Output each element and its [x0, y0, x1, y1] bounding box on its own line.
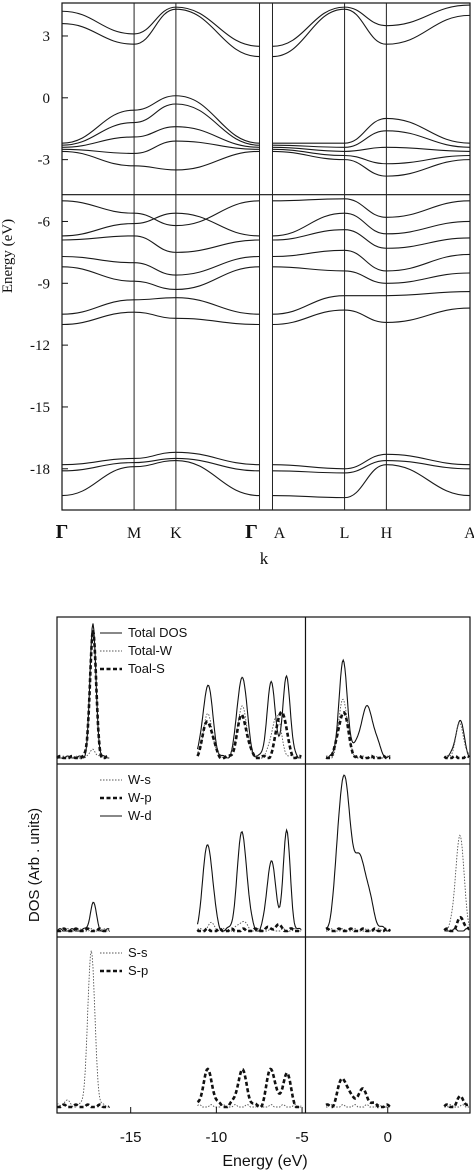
band-y-tick-label: 0 [43, 91, 51, 107]
band-y-tick-label: -12 [30, 338, 50, 354]
legend-label: Total DOS [128, 625, 188, 640]
legend-label: Total-W [128, 643, 173, 658]
dos-x-tick-label: -5 [295, 1129, 308, 1146]
band-lines [61, 4, 471, 499]
dos-x-tick-label: -10 [206, 1129, 228, 1146]
legend-label: W-d [128, 808, 152, 823]
dos-curve [57, 1067, 470, 1109]
dos-curves [56, 623, 471, 1109]
band-y-tick-label: -18 [30, 462, 50, 478]
band-line [61, 459, 471, 499]
band-line [61, 8, 471, 58]
dos-legends: Total DOS Total-W Toal-S W-s W-p W-d S-s S-p [100, 625, 188, 978]
band-line [61, 290, 471, 315]
band-y-ticks: 3 0 -3 -6 -9 -12 -15 -18 [30, 29, 68, 478]
band-line [61, 212, 471, 237]
k-point-label: L [340, 525, 350, 542]
k-point-label: Γ [245, 521, 258, 543]
dos-curve [56, 623, 470, 759]
band-y-axis-label: Energy (eV) [0, 219, 16, 293]
legend-label: S-s [128, 945, 148, 960]
k-point-label: A [464, 525, 474, 542]
band-x-axis-label: k [260, 549, 269, 568]
band-line [61, 103, 471, 148]
dos-y-axis-label: DOS (Arb . units) [26, 808, 43, 922]
dos-x-axis-label: Energy (eV) [222, 1153, 307, 1170]
band-y-tick-label: -6 [38, 214, 51, 230]
dos-curve [57, 915, 470, 933]
k-point-label: H [381, 525, 393, 542]
high-symmetry-lines [133, 3, 387, 510]
band-line [61, 307, 471, 326]
dos-curve [56, 774, 470, 932]
band-line [61, 126, 471, 152]
band-y-tick-label: -15 [30, 400, 50, 416]
band-plot-frame [61, 2, 471, 511]
dos-curve [56, 630, 471, 760]
dos-plot-frame [56, 616, 471, 1114]
band-line [61, 229, 471, 253]
band-line [61, 140, 471, 165]
dos-curve [56, 950, 470, 1108]
dos-x-tick-label: 0 [384, 1129, 392, 1146]
legend-label: Toal-S [128, 661, 165, 676]
k-point-label: K [170, 525, 182, 542]
legend-label: W-s [128, 772, 151, 787]
dos-x-ticks: -15 -10 -5 0 [120, 1107, 392, 1146]
band-line [61, 451, 471, 470]
band-line [61, 4, 471, 47]
dos-plot: Total DOS Total-W Toal-S W-s W-p W-d S-s S-p -1… [26, 616, 471, 1170]
dos-x-tick-label: -15 [120, 1129, 142, 1146]
band-line [61, 249, 471, 276]
legend-label: W-p [128, 790, 152, 805]
band-y-tick-label: 3 [43, 29, 51, 45]
k-point-label: Γ [56, 521, 69, 543]
band-line [61, 457, 471, 474]
k-point-label: M [127, 525, 141, 542]
band-line [61, 198, 471, 227]
legend-label: S-p [128, 963, 148, 978]
band-line [61, 150, 471, 177]
band-line [61, 95, 471, 144]
band-line [61, 266, 471, 291]
band-y-tick-label: -3 [38, 153, 51, 169]
k-point-label: A [274, 525, 286, 542]
band-y-tick-label: -9 [38, 276, 51, 292]
